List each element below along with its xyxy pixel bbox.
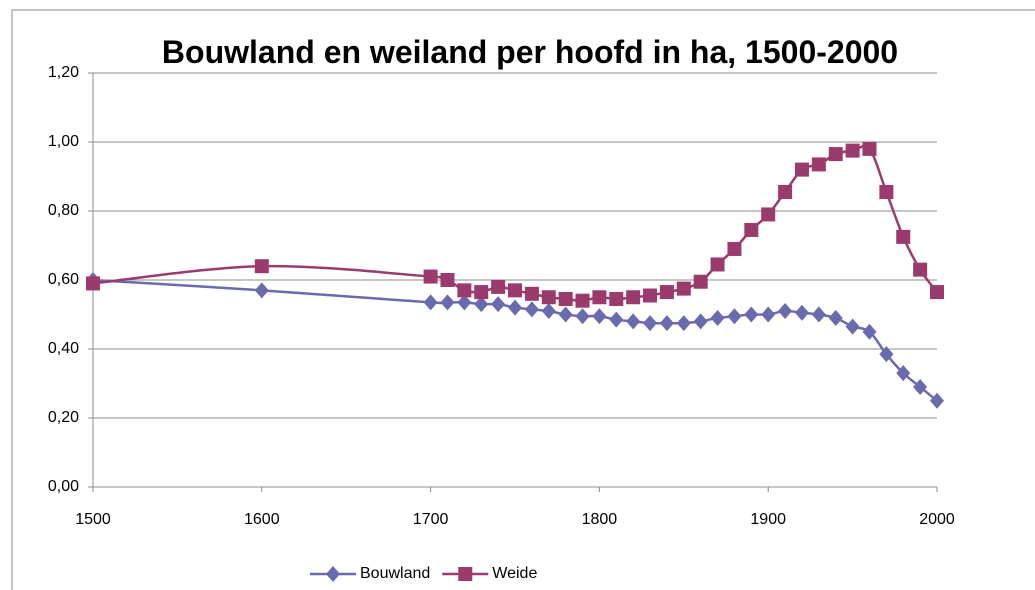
legend-label: Weide	[492, 565, 537, 582]
y-tick-label: 0,00	[48, 478, 79, 495]
data-point	[828, 309, 843, 326]
data-point	[659, 315, 674, 332]
data-point	[744, 306, 759, 323]
data-point	[778, 185, 793, 200]
data-point	[828, 147, 843, 162]
y-tick-label: 1,20	[48, 64, 79, 81]
data-point	[474, 296, 489, 313]
x-tick-label: 1700	[413, 511, 449, 528]
data-point	[609, 311, 624, 328]
legend-label: Bouwland	[360, 565, 430, 582]
data-point	[626, 290, 641, 305]
legend-marker	[326, 566, 340, 582]
y-tick-label: 0,40	[48, 340, 79, 357]
data-point	[913, 262, 928, 277]
data-point	[845, 143, 860, 158]
data-point	[558, 306, 573, 323]
data-point	[761, 306, 776, 323]
x-tick-label: 2000	[919, 511, 955, 528]
data-point	[86, 276, 100, 291]
data-point	[845, 318, 860, 335]
data-point	[710, 257, 725, 272]
data-point	[913, 378, 928, 395]
data-point	[693, 274, 708, 289]
data-point	[626, 313, 641, 330]
data-point	[862, 141, 877, 156]
y-tick-label: 0,20	[48, 409, 79, 426]
data-point	[457, 283, 472, 298]
data-point	[440, 294, 455, 311]
data-point	[609, 291, 624, 306]
data-point	[474, 285, 489, 300]
y-tick-label: 0,60	[48, 271, 79, 288]
data-point	[930, 392, 944, 409]
data-point	[541, 290, 556, 305]
data-point	[440, 273, 455, 287]
data-point	[491, 279, 506, 294]
chart-border	[11, 9, 1035, 590]
data-point	[524, 286, 539, 301]
data-point	[879, 346, 894, 363]
legend-marker	[458, 567, 473, 581]
data-point	[710, 309, 725, 326]
data-point	[643, 288, 658, 303]
data-point	[643, 315, 658, 332]
data-point	[727, 308, 742, 325]
data-point	[575, 308, 590, 325]
data-point	[778, 303, 793, 320]
data-point	[879, 185, 894, 200]
data-point	[676, 281, 691, 296]
data-point	[575, 293, 590, 308]
data-point	[457, 294, 472, 311]
data-point	[896, 229, 911, 244]
data-point	[254, 259, 269, 274]
data-point	[491, 296, 506, 313]
data-point	[862, 323, 877, 340]
x-tick-label: 1500	[75, 511, 111, 528]
x-tick-label: 1600	[244, 511, 280, 528]
data-point	[693, 313, 708, 330]
data-point	[794, 162, 809, 177]
data-point	[727, 241, 742, 256]
data-point	[423, 269, 438, 284]
data-point	[811, 306, 826, 323]
data-point	[592, 308, 607, 325]
data-point	[676, 315, 691, 332]
data-point	[508, 283, 522, 298]
data-point	[659, 285, 674, 300]
data-point	[558, 291, 573, 306]
data-point	[423, 294, 438, 311]
data-point	[761, 207, 776, 222]
y-tick-label: 1,00	[48, 133, 79, 150]
data-point	[254, 282, 269, 299]
data-point	[541, 303, 556, 320]
data-point	[592, 290, 607, 305]
data-point	[524, 301, 539, 318]
y-tick-label: 0,80	[48, 202, 79, 219]
data-point	[930, 285, 944, 300]
data-point	[744, 222, 759, 237]
data-point	[896, 365, 911, 382]
x-tick-label: 1800	[582, 511, 618, 528]
x-tick-label: 1900	[750, 511, 786, 528]
data-point	[811, 157, 826, 172]
data-point	[508, 299, 522, 316]
chart-title: Bouwland en weiland per hoofd in ha, 150…	[161, 34, 899, 70]
data-point	[794, 304, 809, 321]
